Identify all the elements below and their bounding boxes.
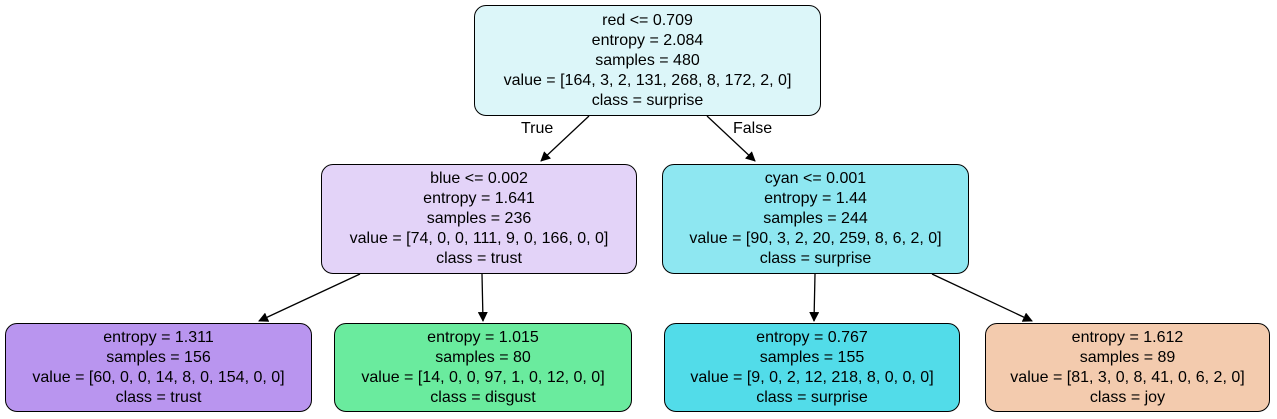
node-value: value = [74, 0, 0, 111, 9, 0, 166, 0, 0] (349, 230, 609, 247)
node-class: class = trust (436, 250, 522, 267)
edge-label-true: True (521, 120, 554, 137)
node-samples: samples = 155 (759, 348, 865, 366)
tree-leaf-left-left: entropy = 1.311 samples = 156 value = [6… (5, 323, 312, 412)
node-entropy: entropy = 1.015 (427, 328, 539, 346)
tree-leaf-right-right: entropy = 1.612 samples = 89 value = [81… (985, 323, 1270, 412)
node-condition: cyan <= 0.001 (764, 170, 867, 187)
tree-node-left: blue <= 0.002 entropy = 1.641 samples = … (321, 164, 637, 274)
node-entropy: entropy = 1.612 (1071, 328, 1184, 346)
tree-leaf-left-right: entropy = 1.015 samples = 80 value = [14… (334, 323, 632, 412)
node-value: value = [9, 0, 2, 12, 218, 8, 0, 0, 0] (690, 368, 934, 386)
node-samples: samples = 244 (763, 210, 868, 227)
node-samples: samples = 80 (435, 348, 531, 366)
node-value: value = [164, 3, 2, 131, 268, 8, 172, 2,… (503, 71, 792, 89)
node-condition: blue <= 0.002 (430, 170, 528, 187)
node-samples: samples = 89 (1079, 348, 1176, 366)
tree-node-right: cyan <= 0.001 entropy = 1.44 samples = 2… (662, 164, 969, 274)
edge-left-leftright (477, 273, 488, 322)
edge-right-rightleft (809, 273, 820, 322)
node-samples: samples = 236 (426, 210, 532, 227)
edge-root-left (540, 115, 590, 162)
tree-node-root: red <= 0.709 entropy = 2.084 samples = 4… (474, 5, 821, 116)
node-class: class = disgust (430, 388, 536, 406)
node-class: class = surprise (591, 91, 704, 109)
node-entropy: entropy = 2.084 (591, 31, 704, 49)
node-entropy: entropy = 0.767 (756, 328, 868, 346)
node-value: value = [81, 3, 0, 8, 41, 0, 6, 2, 0] (1010, 368, 1245, 386)
edge-right-rightright (931, 273, 1033, 322)
node-value: value = [90, 3, 2, 20, 259, 8, 6, 2, 0] (689, 230, 942, 247)
node-samples: samples = 480 (595, 51, 700, 69)
node-entropy: entropy = 1.44 (764, 190, 867, 207)
node-class: class = joy (1089, 388, 1166, 406)
node-samples: samples = 156 (106, 348, 211, 366)
edge-left-leftleft (258, 273, 361, 322)
node-entropy: entropy = 1.641 (423, 190, 535, 207)
edge-label-false: False (733, 120, 773, 137)
node-condition: red <= 0.709 (602, 11, 693, 29)
node-class: class = surprise (759, 250, 872, 267)
node-class: class = trust (115, 388, 202, 406)
tree-leaf-right-left: entropy = 0.767 samples = 155 value = [9… (664, 323, 960, 412)
node-value: value = [14, 0, 0, 97, 1, 0, 12, 0, 0] (361, 368, 605, 386)
edge-root-right (706, 115, 756, 162)
node-value: value = [60, 0, 0, 14, 8, 0, 154, 0, 0] (32, 368, 285, 386)
node-entropy: entropy = 1.311 (103, 328, 214, 346)
node-class: class = surprise (756, 388, 868, 406)
